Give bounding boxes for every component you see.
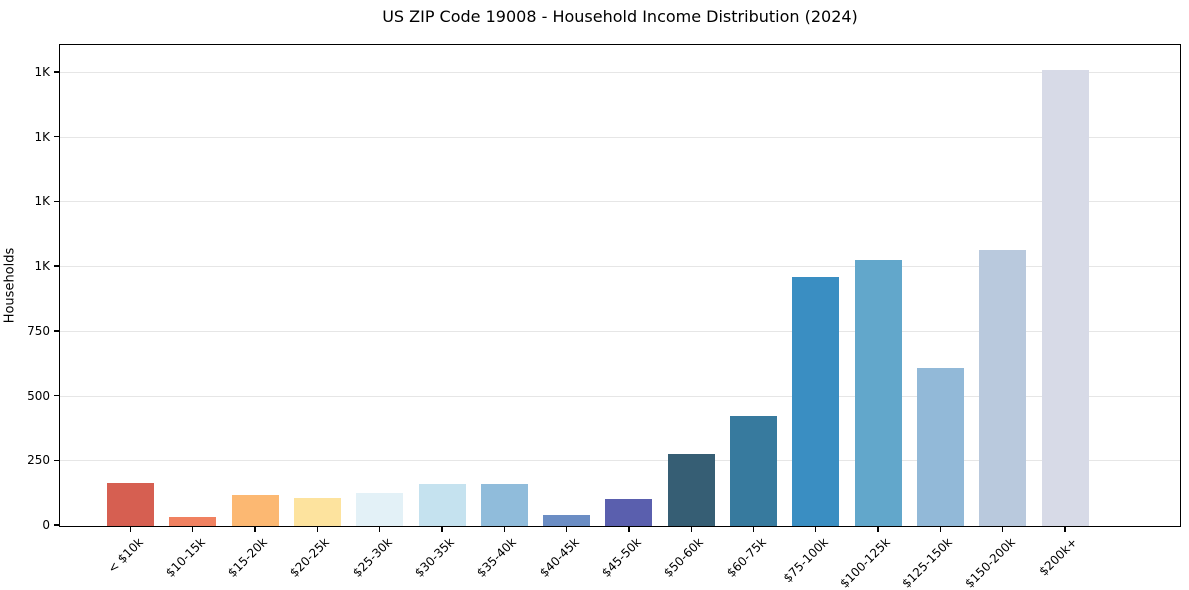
x-axis-tick: [565, 527, 568, 532]
bar: [916, 368, 964, 526]
x-axis-tick: [628, 527, 630, 532]
y-axis-tick-label: 0: [42, 518, 50, 532]
x-axis-tick-label: $20-25k: [287, 535, 333, 580]
x-axis-tick-label: $30-35k: [412, 535, 457, 580]
x-axis-tick: [1064, 527, 1066, 532]
x-axis-tick: [503, 527, 505, 532]
chart-title: US ZIP Code 19008 - Household Income Dis…: [382, 7, 858, 26]
x-axis-tick: [939, 527, 942, 532]
bar: [293, 498, 341, 526]
bar: [169, 516, 217, 526]
y-axis-title: Households: [2, 247, 18, 324]
bar: [667, 454, 715, 526]
gridline: [60, 136, 1180, 138]
y-axis-tick-label: 500: [27, 388, 50, 403]
x-axis-tick-label: $100-125k: [837, 535, 893, 590]
x-axis-tick: [379, 527, 381, 532]
gridline: [60, 266, 1180, 268]
x-axis-tick: [192, 527, 194, 532]
x-axis-tick-label: $40-45k: [536, 535, 582, 580]
bar: [1041, 69, 1089, 526]
y-axis-tick-label: 1K: [34, 129, 50, 144]
x-axis-tick: [129, 527, 132, 532]
x-axis-tick-label: $150-200k: [961, 535, 1018, 590]
x-axis-tick-label: $200k+: [1036, 535, 1080, 579]
y-axis-tick-label: 250: [27, 453, 50, 468]
gridline: [60, 330, 1180, 332]
bar: [605, 499, 653, 526]
gridline: [60, 395, 1180, 397]
y-axis-tick: [54, 200, 59, 203]
x-axis-tick-label: < $10k: [104, 535, 146, 576]
x-axis-tick-label: $15-20k: [225, 535, 270, 580]
y-axis-tick-label: 1K: [34, 259, 50, 274]
x-axis-tick: [441, 527, 443, 532]
y-axis-tick-label: 750: [27, 323, 50, 338]
y-axis-tick: [54, 330, 59, 332]
x-axis-tick-label: $10-15k: [162, 535, 208, 580]
gridline: [60, 460, 1180, 462]
bar: [231, 495, 279, 526]
x-axis-tick: [815, 527, 817, 532]
y-axis-tick: [54, 524, 59, 526]
y-axis-tick: [54, 394, 59, 397]
bar: [792, 276, 840, 526]
bar: [356, 492, 404, 526]
bar: [418, 484, 466, 526]
y-axis-tick: [54, 71, 59, 73]
y-axis-tick-label: 1K: [34, 64, 50, 79]
bar: [107, 482, 154, 526]
x-axis-tick: [1002, 527, 1004, 532]
bar: [854, 259, 902, 526]
x-axis-tick: [877, 527, 879, 532]
plot-area: 0 250 500 750 1K 1K 1K 1K < $10k $10-15k $15-20k $2…: [27, 44, 1181, 590]
x-axis-tick-label: $25-30k: [349, 535, 395, 580]
x-axis-tick-label: $45-50k: [598, 535, 644, 580]
y-axis-tick: [54, 265, 59, 267]
x-axis-tick-label: $35-40k: [474, 535, 520, 580]
bar: [480, 484, 528, 526]
x-axis-tick-label: $125-150k: [899, 535, 956, 590]
gridline: [60, 201, 1180, 203]
x-axis-tick: [254, 527, 256, 532]
bar: [979, 249, 1027, 526]
x-axis-tick-label: $50-60k: [661, 535, 707, 580]
bar: [543, 515, 591, 526]
x-axis-tick: [752, 527, 755, 532]
y-axis-tick: [54, 459, 59, 461]
bar: [730, 416, 777, 526]
x-axis-tick: [690, 527, 692, 532]
x-axis-tick: [316, 527, 319, 532]
y-axis-tick: [54, 135, 59, 138]
gridline: [60, 71, 1180, 73]
x-axis-tick-label: $75-100k: [780, 535, 831, 586]
x-axis-tick-label: $60-75k: [723, 535, 769, 580]
y-axis-tick-label: 1K: [34, 194, 50, 209]
